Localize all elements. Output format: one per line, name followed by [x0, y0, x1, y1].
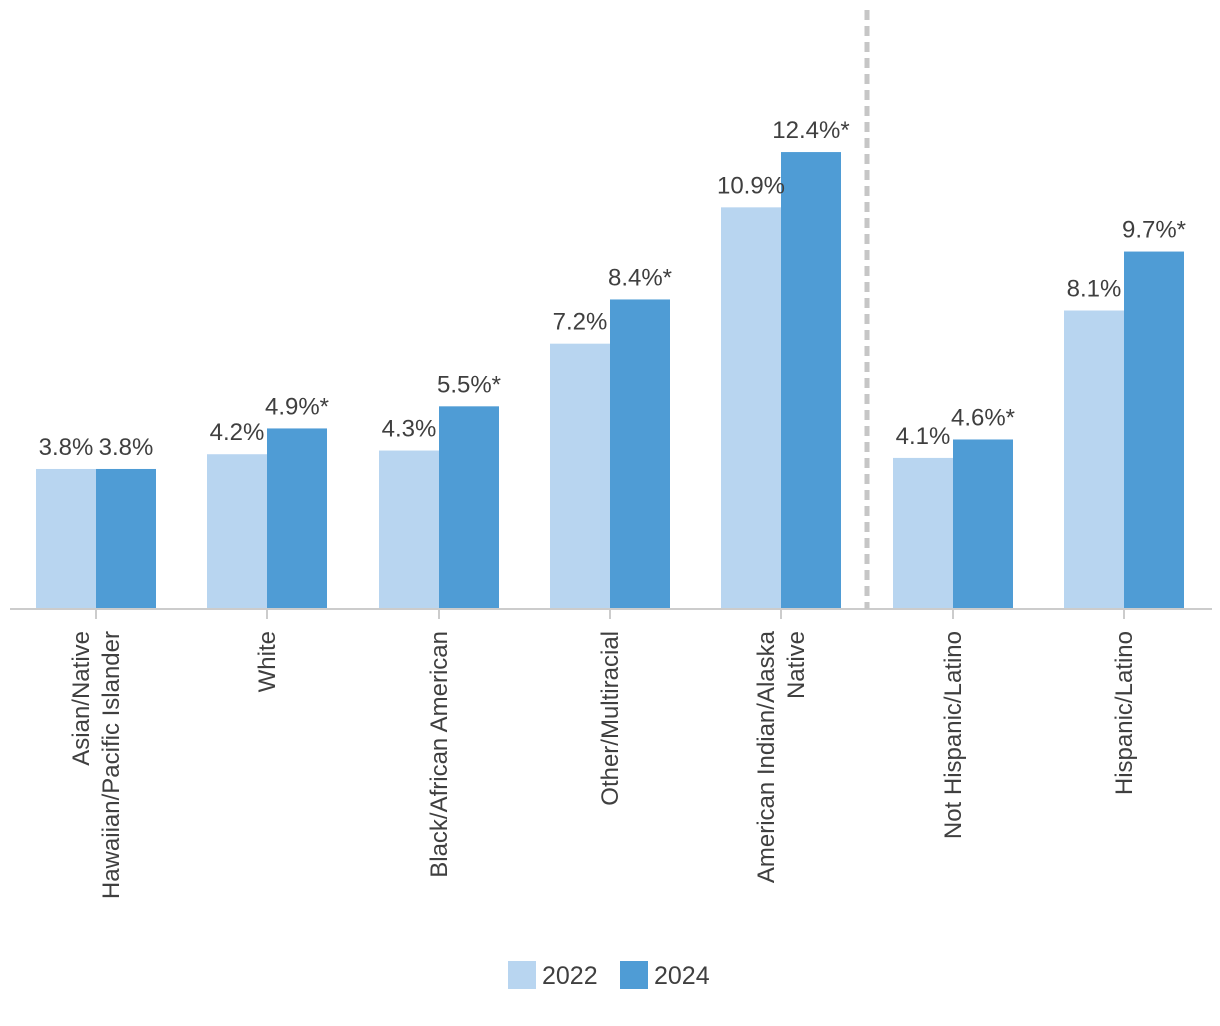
category-label-6: Hispanic/Latino: [1111, 631, 1138, 795]
value-label-2024-0: 3.8%: [99, 434, 154, 461]
bar-2022-2: [379, 450, 439, 609]
bar-2022-0: [36, 468, 96, 609]
value-label-2022-5: 4.1%: [896, 423, 951, 450]
bar-2024-4: [781, 152, 841, 609]
legend: 2022 2024: [508, 961, 710, 990]
legend-label-2024: 2024: [654, 962, 710, 990]
category-label-line: American Indian/Alaska: [753, 630, 780, 883]
value-label-2022-0: 3.8%: [39, 434, 94, 461]
value-label-2022-6: 8.1%: [1067, 276, 1122, 303]
bar-2022-3: [550, 343, 610, 609]
category-label-line: White: [254, 631, 281, 692]
bar-2024-2: [439, 406, 499, 609]
category-label-line: Native: [783, 631, 810, 699]
value-label-2024-4: 12.4%*: [772, 117, 849, 144]
bar-2022-5: [893, 457, 953, 609]
bar-2024-0: [96, 468, 156, 609]
category-label-5: Not Hispanic/Latino: [940, 631, 967, 839]
bar-2022-1: [207, 454, 267, 609]
category-label-line: Asian/Native: [68, 631, 95, 766]
category-label-line: Hawaiian/Pacific Islander: [98, 631, 125, 899]
value-label-2024-1: 4.9%*: [265, 393, 329, 420]
category-labels-layer: Asian/Native Hawaiian/Pacific Islander Whi…: [68, 630, 1138, 899]
value-label-2024-2: 5.5%*: [437, 371, 501, 398]
category-label-line: Not Hispanic/Latino: [940, 631, 967, 839]
bar-2022-6: [1064, 310, 1124, 609]
category-label-line: Other/Multiracial: [597, 631, 624, 806]
category-label-3: Other/Multiracial: [597, 631, 624, 806]
category-label-2: Black/African American: [426, 631, 453, 878]
value-label-2022-3: 7.2%: [553, 309, 608, 336]
category-label-0: Asian/Native Hawaiian/Pacific Islander: [68, 631, 125, 899]
bar-2024-1: [267, 428, 327, 609]
bar-2024-5: [953, 439, 1013, 609]
category-label-1: White: [254, 631, 281, 692]
x-ticks-layer: [95, 609, 1125, 619]
category-label-line: Black/African American: [426, 631, 453, 878]
value-label-2022-2: 4.3%: [382, 416, 437, 443]
value-label-2024-5: 4.6%*: [951, 404, 1015, 431]
bars-layer: [36, 152, 1184, 609]
bar-2022-4: [721, 207, 781, 609]
category-label-line: Hispanic/Latino: [1111, 631, 1138, 795]
category-label-4: American Indian/Alaska Native: [753, 630, 810, 883]
legend-swatch-2022: [508, 961, 536, 989]
value-label-2022-4: 10.9%: [717, 172, 785, 199]
value-label-2024-3: 8.4%*: [608, 264, 672, 291]
value-label-2022-1: 4.2%: [210, 419, 265, 446]
legend-swatch-2024: [620, 961, 648, 989]
value-labels-layer: 3.8% 3.8% 4.2%4.9%* 4.3%5.5%* 7.2%8.4%* 10.9%…: [39, 117, 1186, 461]
value-label-2024-6: 9.7%*: [1122, 217, 1186, 244]
bar-2024-3: [610, 299, 670, 609]
legend-label-2022: 2022: [542, 962, 598, 990]
bar-2024-6: [1124, 251, 1184, 609]
